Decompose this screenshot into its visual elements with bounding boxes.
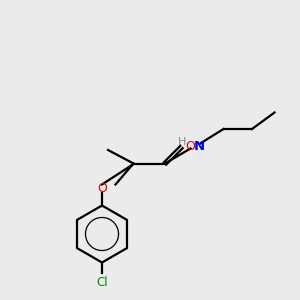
Text: N: N <box>194 140 205 154</box>
Text: O: O <box>185 140 195 154</box>
Text: Cl: Cl <box>96 276 108 289</box>
Text: H: H <box>178 136 187 147</box>
Text: O: O <box>97 182 107 196</box>
